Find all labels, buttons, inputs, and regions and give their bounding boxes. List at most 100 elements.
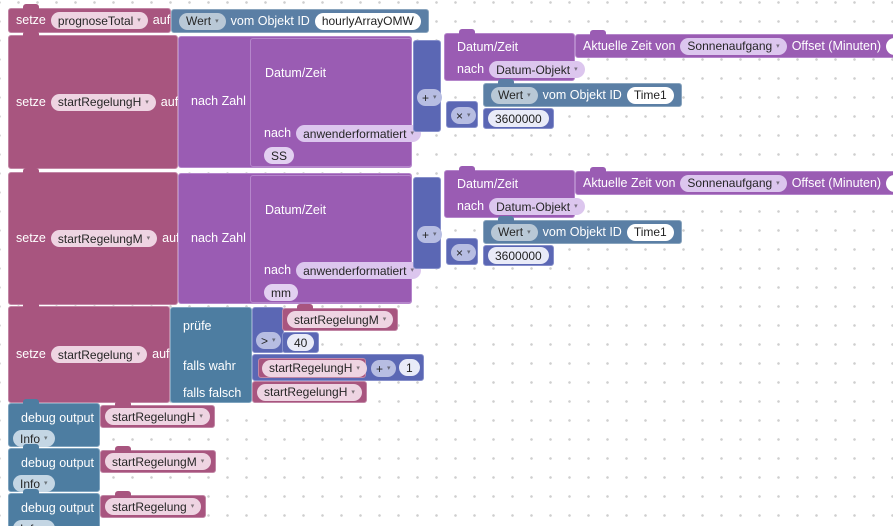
dropdown-caret-icon: ▾ bbox=[433, 94, 437, 101]
log-level-dropdown[interactable]: Info▾ bbox=[13, 475, 55, 492]
nach-zahl-label: nach Zahl bbox=[191, 231, 246, 245]
variable-dropdown[interactable]: startRegelung ▾ bbox=[50, 346, 148, 363]
times-operator-dropdown[interactable]: × ▾ bbox=[451, 244, 476, 261]
variable-dropdown[interactable]: startRegelung ▾ bbox=[105, 498, 202, 515]
debug-output-block[interactable]: debug output Info▾ bbox=[8, 444, 100, 492]
aktuelle-zeit-von-label: Aktuelle Zeit von bbox=[583, 175, 676, 190]
datum-objekt-dropdown[interactable]: Datum-Objekt ▾ bbox=[489, 198, 585, 215]
variable-dropdown[interactable]: startRegelungH ▾ bbox=[105, 408, 210, 425]
plus-operator-dropdown[interactable]: + ▾ bbox=[417, 226, 442, 243]
falls-wahr-label: falls wahr bbox=[183, 359, 236, 373]
set-variable-block-startRegelungH[interactable]: setze startRegelungH ▾ auf bbox=[8, 31, 179, 169]
debug-output-label: debug output bbox=[21, 411, 94, 425]
dropdown-caret-icon: ▾ bbox=[215, 17, 219, 25]
objekt-id-field[interactable]: Time1 bbox=[626, 86, 674, 104]
log-level-dropdown[interactable]: Info▾ bbox=[13, 520, 55, 526]
arithmetic-block[interactable]: startRegelungH ▾ + ▾ 1 bbox=[252, 354, 424, 381]
variable-get-block[interactable]: startRegelungH ▾ bbox=[100, 401, 215, 428]
format-dropdown[interactable]: anwenderformatiert ▾ bbox=[296, 262, 422, 279]
datum-zeit-label: Datum/Zeit bbox=[265, 66, 327, 80]
debug-output-block[interactable]: debug output Info▾ bbox=[8, 399, 100, 447]
datetime-format-block[interactable]: Datum/Zeit nach anwenderformatiert ▾ mm bbox=[250, 175, 422, 303]
number-block[interactable]: 3600000 bbox=[483, 108, 554, 129]
variable-get-block[interactable]: startRegelungM ▾ bbox=[282, 304, 399, 331]
datum-objekt-dropdown[interactable]: Datum-Objekt ▾ bbox=[489, 61, 585, 78]
nach-label: nach bbox=[264, 263, 292, 278]
dropdown-caret-icon: ▾ bbox=[776, 42, 780, 50]
format-code-field[interactable]: mm bbox=[264, 284, 298, 301]
wert-dropdown[interactable]: Wert ▾ bbox=[491, 223, 538, 241]
variable-dropdown[interactable]: startRegelungH ▾ bbox=[262, 359, 367, 377]
astro-time-block[interactable]: Aktuelle Zeit von Sonnenaufgang ▾ Offset … bbox=[575, 167, 893, 195]
number-block[interactable]: 40 bbox=[282, 332, 320, 353]
number-block[interactable]: 3600000 bbox=[483, 245, 554, 266]
objekt-id-field[interactable]: Time1 bbox=[626, 223, 674, 241]
dropdown-caret-icon: ▾ bbox=[527, 228, 531, 236]
set-variable-block-startRegelung[interactable]: setze startRegelung ▾ auf bbox=[8, 302, 170, 403]
offset-field[interactable]: 0 bbox=[886, 174, 893, 192]
variable-dropdown[interactable]: startRegelungH ▾ bbox=[50, 93, 156, 111]
variable-get-block[interactable]: startRegelung ▾ bbox=[100, 491, 207, 518]
get-value-block[interactable]: Wert ▾ vom Objekt ID Time1 bbox=[483, 79, 682, 107]
number-field[interactable]: 1 bbox=[399, 359, 420, 376]
dropdown-caret-icon: ▾ bbox=[574, 66, 578, 73]
wert-dropdown[interactable]: Wert ▾ bbox=[179, 12, 226, 30]
plus-operator-dropdown[interactable]: + ▾ bbox=[371, 360, 396, 377]
datetime-to-object-block[interactable]: Datum/Zeit nach Datum-Objekt ▾ bbox=[444, 29, 585, 81]
set-variable-block-prognoseTotal[interactable]: setze prognoseTotal ▾ auf bbox=[8, 4, 171, 33]
auf-label: auf bbox=[152, 347, 170, 362]
astro-event-dropdown[interactable]: Sonnenaufgang ▾ bbox=[680, 37, 787, 55]
offset-minuten-label: Offset (Minuten) bbox=[791, 175, 882, 190]
nach-zahl-label: nach Zahl bbox=[191, 94, 246, 108]
dropdown-caret-icon: ▾ bbox=[200, 458, 205, 465]
auf-label: auf bbox=[160, 94, 179, 109]
times-operator-dropdown[interactable]: × ▾ bbox=[451, 107, 476, 124]
dropdown-caret-icon: ▾ bbox=[387, 365, 391, 372]
datum-zeit-label: Datum/Zeit bbox=[265, 203, 327, 217]
variable-dropdown[interactable]: prognoseTotal ▾ bbox=[50, 12, 148, 29]
wert-dropdown[interactable]: Wert ▾ bbox=[491, 86, 538, 104]
greater-than-dropdown[interactable]: > ▾ bbox=[256, 332, 281, 349]
dropdown-caret-icon: ▾ bbox=[382, 316, 387, 323]
sum-block[interactable]: + ▾ bbox=[413, 40, 442, 132]
dropdown-caret-icon: ▾ bbox=[356, 364, 360, 372]
nach-label: nach bbox=[457, 62, 485, 77]
ternary-block[interactable]: prüfe falls wahr falls falsch bbox=[170, 307, 252, 403]
compare-block[interactable]: > ▾ bbox=[252, 307, 284, 353]
debug-output-block[interactable]: debug output Info▾ bbox=[8, 489, 100, 526]
offset-minuten-label: Offset (Minuten) bbox=[791, 38, 882, 53]
plus-operator-dropdown[interactable]: + ▾ bbox=[417, 89, 442, 106]
multiply-block[interactable]: × ▾ bbox=[446, 101, 478, 128]
log-level-dropdown[interactable]: Info▾ bbox=[13, 430, 55, 447]
datetime-format-block[interactable]: Datum/Zeit nach anwenderformatiert ▾ SS bbox=[250, 38, 422, 167]
number-field[interactable]: 3600000 bbox=[488, 110, 549, 127]
number-field[interactable]: 3600000 bbox=[488, 247, 549, 264]
dropdown-caret-icon: ▾ bbox=[433, 231, 437, 238]
get-value-block[interactable]: Wert ▾ vom Objekt ID hourlyArrayOMW bbox=[171, 9, 429, 33]
astro-time-block[interactable]: Aktuelle Zeit von Sonnenaufgang ▾ Offset … bbox=[575, 30, 893, 58]
variable-dropdown[interactable]: startRegelungM ▾ bbox=[105, 453, 212, 470]
datum-zeit-label: Datum/Zeit bbox=[457, 177, 519, 191]
variable-dropdown[interactable]: startRegelungH ▾ bbox=[257, 383, 362, 401]
dropdown-caret-icon: ▾ bbox=[574, 203, 578, 210]
format-code-field[interactable]: SS bbox=[264, 147, 295, 164]
offset-field[interactable]: 0 bbox=[886, 37, 893, 55]
variable-get-block[interactable]: startRegelungH ▾ bbox=[252, 381, 367, 403]
auf-label: auf bbox=[152, 13, 171, 28]
vom-objekt-id-label: vom Objekt ID bbox=[542, 87, 622, 102]
multiply-block[interactable]: × ▾ bbox=[446, 238, 478, 265]
number-field[interactable]: 40 bbox=[287, 334, 315, 351]
set-variable-block-startRegelungM[interactable]: setze startRegelungM ▾ auf bbox=[8, 168, 180, 305]
variable-get-block[interactable]: startRegelungH ▾ bbox=[258, 358, 367, 378]
get-value-block[interactable]: Wert ▾ vom Objekt ID Time1 bbox=[483, 216, 682, 244]
objekt-id-field[interactable]: hourlyArrayOMW bbox=[314, 12, 421, 30]
variable-get-block[interactable]: startRegelungM ▾ bbox=[100, 446, 217, 473]
format-dropdown[interactable]: anwenderformatiert ▾ bbox=[296, 125, 422, 142]
sum-block[interactable]: + ▾ bbox=[413, 177, 442, 269]
datetime-to-object-block[interactable]: Datum/Zeit nach Datum-Objekt ▾ bbox=[444, 166, 585, 218]
variable-dropdown[interactable]: startRegelungM ▾ bbox=[50, 230, 158, 247]
variable-dropdown[interactable]: startRegelungM ▾ bbox=[287, 311, 394, 328]
astro-event-dropdown[interactable]: Sonnenaufgang ▾ bbox=[680, 174, 787, 192]
nach-label: nach bbox=[264, 126, 292, 141]
